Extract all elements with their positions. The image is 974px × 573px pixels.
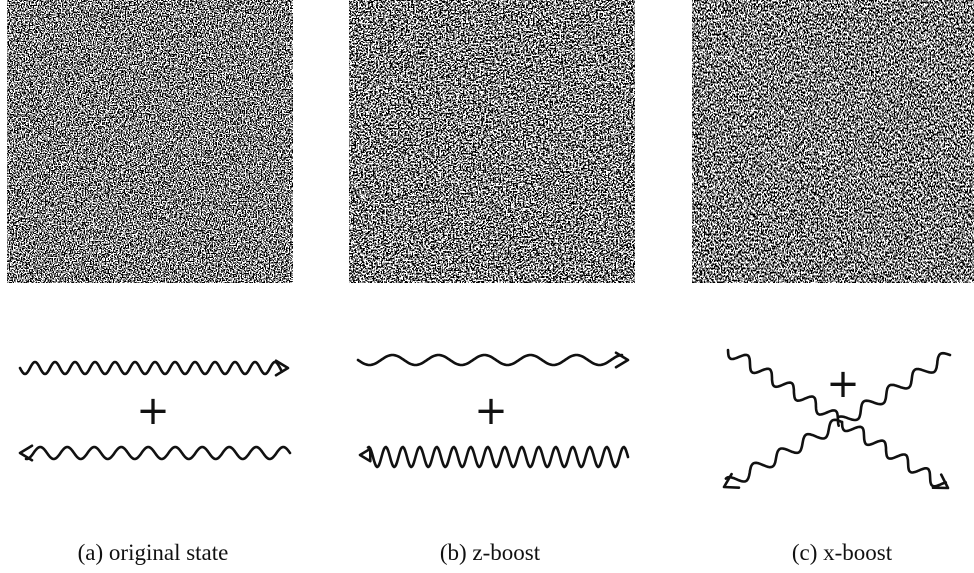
arrow-head <box>722 472 741 489</box>
caption: (b) z-boost <box>440 540 541 565</box>
wave <box>840 420 948 488</box>
caption: (a) original state <box>78 540 229 565</box>
noise-panel-b <box>349 0 635 283</box>
wave <box>356 353 624 367</box>
noise-panel-c <box>692 0 974 283</box>
caption: (c) x-boost <box>792 540 893 565</box>
arrow-head <box>614 351 630 369</box>
wave <box>724 418 844 483</box>
wave <box>366 445 630 469</box>
arrow-head <box>18 444 34 462</box>
plus-sign: + <box>474 388 508 434</box>
wave-diagrams <box>18 348 952 490</box>
plus-sign: + <box>826 361 860 407</box>
wave <box>837 351 952 422</box>
plus-sign: + <box>136 388 170 434</box>
arrow-head <box>358 447 372 463</box>
wave <box>24 445 292 461</box>
arrow-head <box>274 359 290 377</box>
noise-panel-a <box>7 0 293 283</box>
arrow-head <box>931 473 950 490</box>
wave <box>18 360 284 376</box>
wave <box>726 348 840 427</box>
